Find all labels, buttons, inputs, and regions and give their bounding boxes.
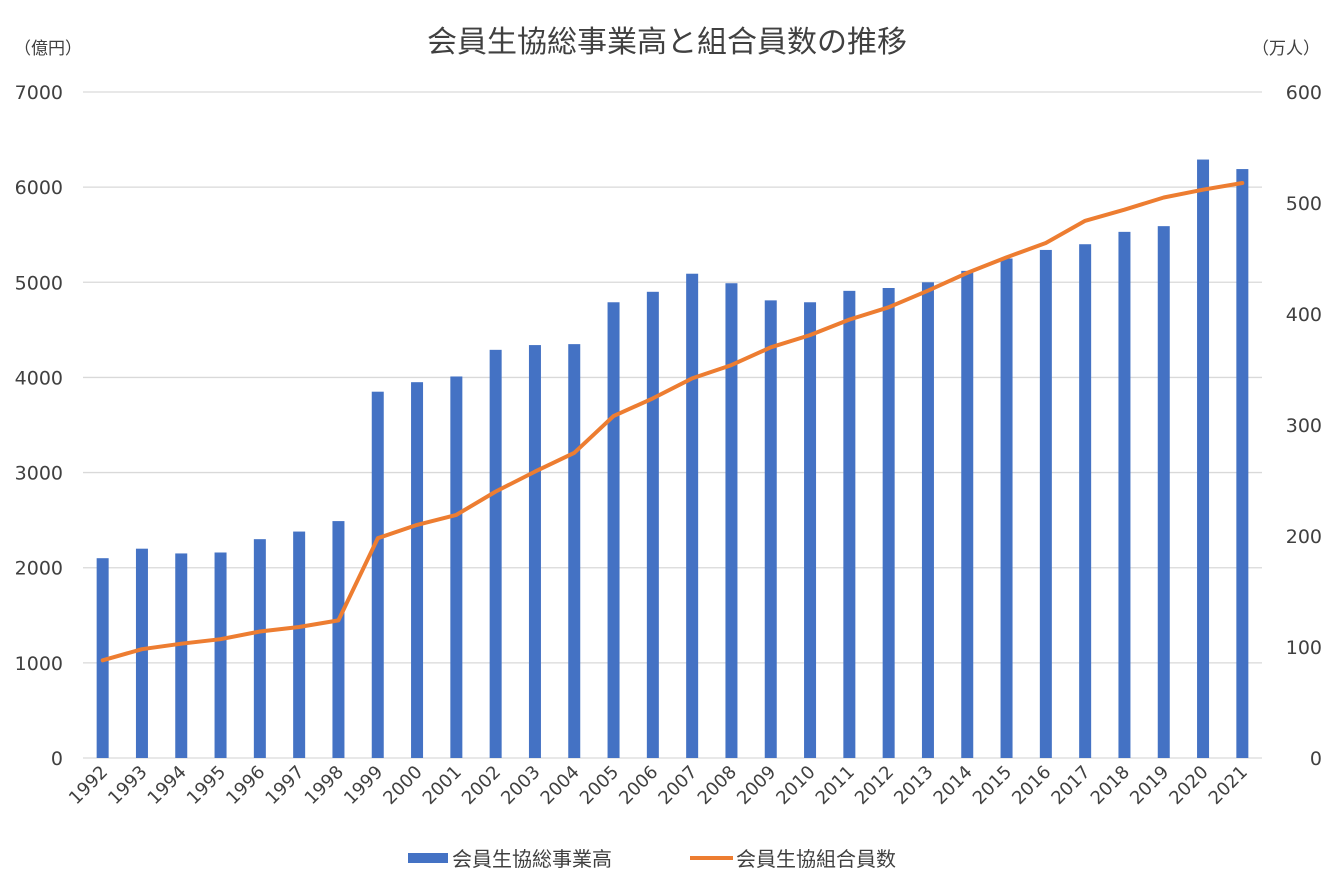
x-tick-label: 1997 [261, 762, 308, 809]
x-tick-label: 2000 [379, 762, 426, 809]
left-tick-label: 5000 [15, 272, 63, 294]
bar [96, 558, 109, 758]
x-axis-ticks: 1992199319941995199619971998199920002001… [65, 762, 1252, 809]
x-tick-label: 1996 [222, 762, 269, 809]
legend-bar-label: 会員生協総事業高 [452, 847, 612, 871]
bar [253, 539, 266, 758]
right-tick-label: 600 [1286, 82, 1322, 104]
x-tick-label: 2002 [458, 762, 505, 809]
x-tick-label: 1998 [301, 762, 348, 809]
bar [1000, 258, 1013, 758]
x-tick-label: 2021 [1205, 762, 1252, 809]
bar-series [96, 159, 1249, 759]
bar [921, 282, 934, 758]
left-tick-label: 0 [51, 748, 63, 770]
bar [135, 548, 148, 758]
bar [607, 302, 620, 758]
bar [646, 291, 659, 758]
left-axis-unit: （億円） [14, 39, 82, 59]
x-tick-label: 1992 [65, 762, 112, 809]
bar [843, 290, 856, 758]
chart-title: 会員生協総事業高と組合員数の推移 [427, 25, 907, 60]
bar [764, 300, 777, 758]
x-tick-label: 2014 [930, 762, 977, 809]
x-tick-label: 2015 [969, 762, 1016, 809]
right-axis-unit: （万人） [1252, 39, 1320, 59]
bar [882, 287, 895, 758]
gridlines [83, 91, 1262, 759]
x-tick-label: 2003 [497, 762, 544, 809]
x-tick-label: 1994 [144, 762, 191, 809]
bar [961, 270, 974, 758]
x-tick-label: 2019 [1126, 762, 1173, 809]
legend-line-label: 会員生協組合員数 [736, 847, 896, 871]
bar [450, 376, 463, 758]
x-tick-label: 2018 [1087, 762, 1134, 809]
x-tick-label: 2004 [537, 762, 584, 809]
bar [568, 344, 581, 758]
bar [214, 552, 227, 758]
bar [1039, 249, 1052, 759]
x-tick-label: 2012 [851, 762, 898, 809]
line-series [100, 181, 1245, 663]
x-tick-label: 1995 [183, 762, 230, 809]
bar [1079, 244, 1092, 758]
x-tick-label: 2017 [1047, 762, 1094, 809]
bar [1197, 159, 1210, 759]
bar [371, 391, 384, 758]
left-tick-label: 3000 [15, 463, 63, 485]
x-tick-label: 2008 [694, 762, 741, 809]
bar [686, 273, 699, 758]
x-tick-label: 2010 [772, 762, 819, 809]
bar [1157, 226, 1170, 758]
x-tick-label: 1993 [104, 762, 151, 809]
left-tick-label: 7000 [15, 82, 63, 104]
bar [332, 521, 345, 758]
bar [1236, 169, 1249, 758]
right-axis-ticks: 0 100 200 300 400 500 600 [1286, 82, 1322, 770]
right-tick-label: 400 [1286, 304, 1322, 326]
bar [489, 349, 502, 758]
left-tick-label: 4000 [15, 367, 63, 389]
left-tick-label: 2000 [15, 558, 63, 580]
left-tick-label: 1000 [15, 653, 63, 675]
right-tick-label: 100 [1286, 637, 1322, 659]
right-tick-label: 500 [1286, 193, 1322, 215]
x-tick-label: 2006 [615, 762, 662, 809]
left-axis-ticks: 0 1000 2000 3000 4000 5000 6000 7000 [15, 82, 63, 770]
x-tick-label: 1999 [340, 762, 387, 809]
bar [725, 283, 738, 758]
x-tick-label: 2013 [890, 762, 937, 809]
right-tick-label: 300 [1286, 415, 1322, 437]
right-tick-label: 0 [1310, 748, 1322, 770]
x-tick-label: 2016 [1008, 762, 1055, 809]
x-tick-label: 2009 [733, 762, 780, 809]
bar [1118, 231, 1131, 759]
line-series-path [100, 181, 1245, 663]
x-tick-label: 2020 [1165, 762, 1212, 809]
bar [175, 553, 188, 758]
bar [528, 345, 541, 758]
x-tick-label: 2005 [576, 762, 623, 809]
bar [411, 382, 424, 758]
bar [293, 531, 306, 758]
bar [804, 302, 817, 758]
x-tick-label: 2001 [419, 762, 466, 809]
legend: 会員生協総事業高 会員生協組合員数 [408, 847, 896, 871]
legend-bar-swatch [408, 853, 448, 863]
x-tick-label: 2007 [654, 762, 701, 809]
left-tick-label: 6000 [15, 177, 63, 199]
x-tick-label: 2011 [812, 762, 859, 809]
right-tick-label: 200 [1286, 526, 1322, 548]
